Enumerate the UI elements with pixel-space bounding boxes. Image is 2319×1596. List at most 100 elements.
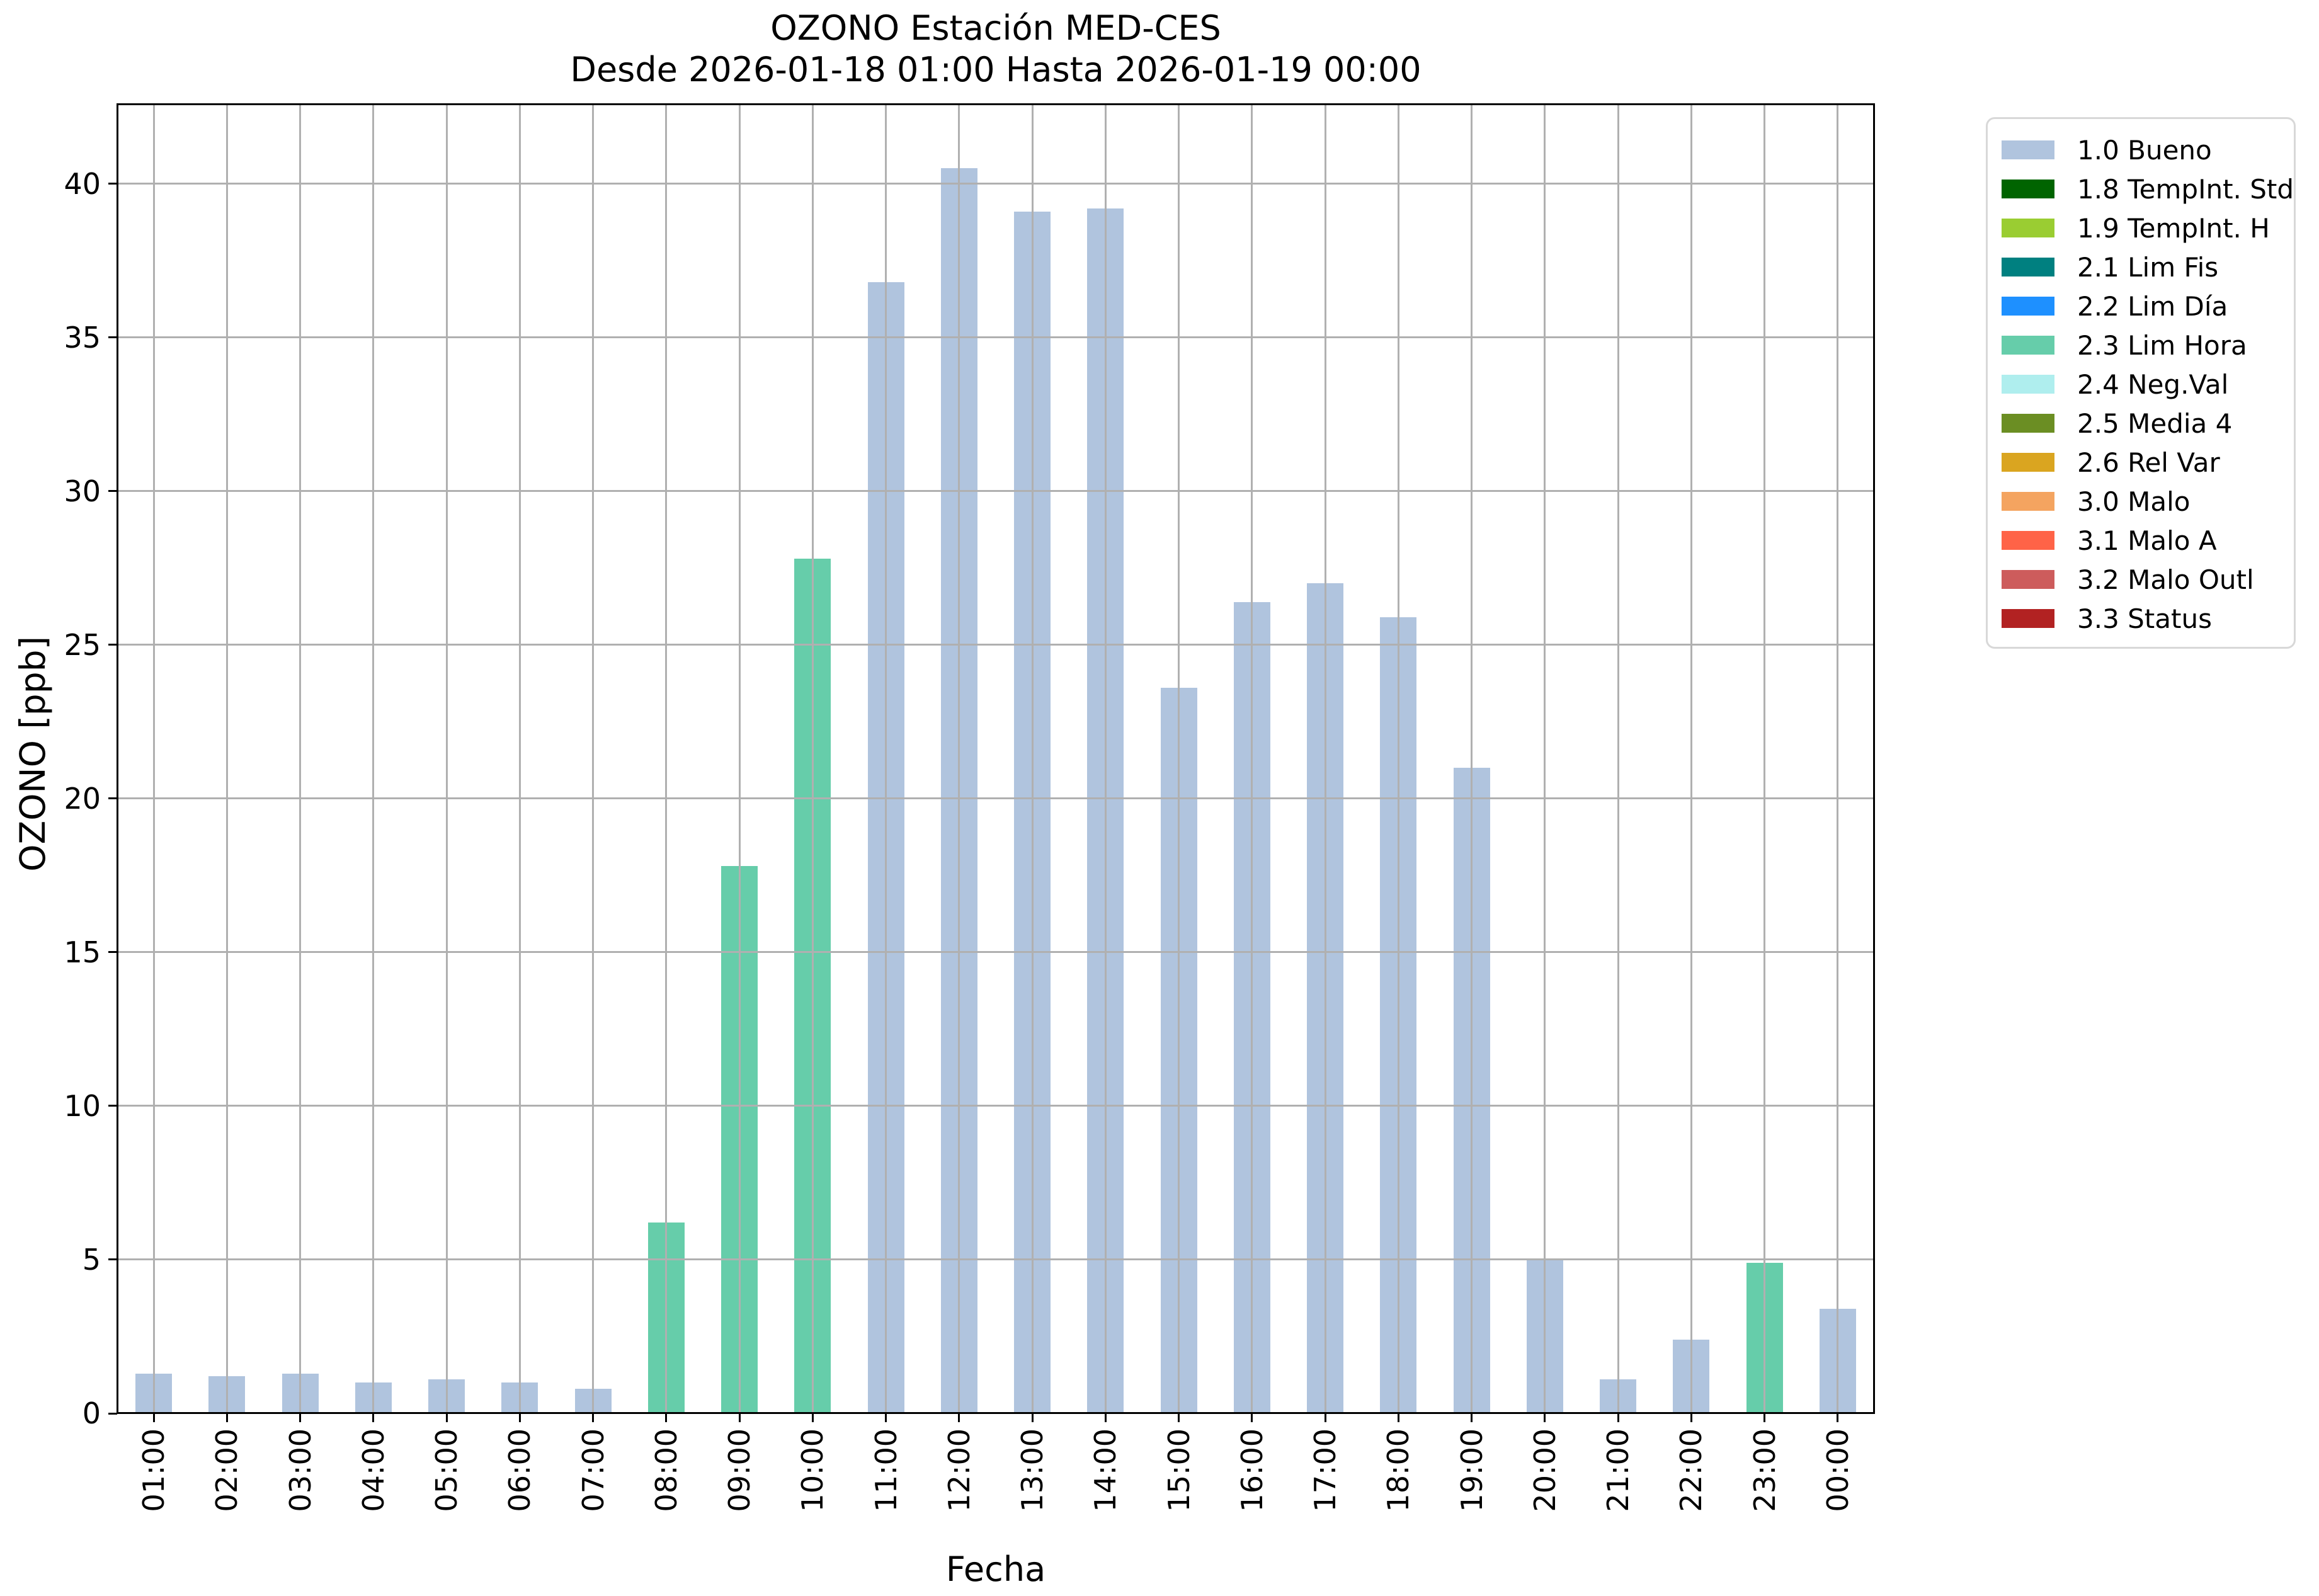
x-tick-label: 22:00 bbox=[1674, 1428, 1709, 1512]
x-tick bbox=[225, 1413, 228, 1422]
y-tick-label: 30 bbox=[64, 474, 101, 508]
y-tick-label: 0 bbox=[82, 1396, 101, 1430]
legend-item: 2.6 Rel Var bbox=[1988, 443, 2294, 482]
y-tick bbox=[108, 183, 117, 185]
x-tick bbox=[1837, 1413, 1839, 1422]
gridline-vertical bbox=[518, 104, 521, 1413]
x-tick bbox=[445, 1413, 448, 1422]
gridline-vertical bbox=[1178, 104, 1180, 1413]
legend-label: 2.1 Lim Fis bbox=[2077, 251, 2219, 283]
gridline-vertical bbox=[225, 104, 228, 1413]
x-tick-label: 02:00 bbox=[210, 1428, 244, 1512]
x-tick bbox=[1690, 1413, 1692, 1422]
gridline-vertical bbox=[1031, 104, 1034, 1413]
legend-item: 1.0 Bueno bbox=[1988, 130, 2294, 169]
chart-title-line1: OZONO Estación MED-CES bbox=[770, 8, 1221, 48]
legend-label: 3.3 Status bbox=[2077, 603, 2212, 634]
legend-item: 3.1 Malo A bbox=[1988, 521, 2294, 560]
legend-swatch-3-3-status bbox=[2002, 609, 2054, 628]
gridline-vertical bbox=[1471, 104, 1473, 1413]
x-tick-label: 21:00 bbox=[1601, 1428, 1636, 1512]
x-tick-label: 20:00 bbox=[1527, 1428, 1562, 1512]
x-tick-label: 00:00 bbox=[1820, 1428, 1855, 1512]
legend-item: 1.8 TempInt. Std bbox=[1988, 169, 2294, 208]
gridline-vertical bbox=[445, 104, 448, 1413]
legend-swatch-3-2-malo-outl bbox=[2002, 570, 2054, 589]
plot-frame bbox=[117, 103, 1875, 1414]
gridline-vertical bbox=[1397, 104, 1399, 1413]
legend-label: 3.0 Malo bbox=[2077, 486, 2191, 517]
legend-swatch-3-0-malo bbox=[2002, 492, 2054, 511]
legend-item: 2.2 Lim Día bbox=[1988, 287, 2294, 326]
y-tick bbox=[108, 951, 117, 954]
x-tick-label: 01:00 bbox=[137, 1428, 171, 1512]
legend-label: 2.4 Neg.Val bbox=[2077, 368, 2229, 400]
x-tick-label: 09:00 bbox=[722, 1428, 757, 1512]
x-tick bbox=[738, 1413, 741, 1422]
x-tick-label: 14:00 bbox=[1088, 1428, 1123, 1512]
legend-swatch-1-9-tempint-h bbox=[2002, 219, 2054, 237]
gridline-horizontal bbox=[117, 1258, 1874, 1261]
x-tick-label: 04:00 bbox=[356, 1428, 390, 1512]
gridline-vertical bbox=[1324, 104, 1326, 1413]
legend-swatch-3-1-malo-a bbox=[2002, 531, 2054, 550]
gridline-horizontal bbox=[117, 183, 1874, 185]
legend-label: 2.3 Lim Hora bbox=[2077, 329, 2247, 361]
gridline-horizontal bbox=[117, 1105, 1874, 1107]
y-tick-label: 10 bbox=[64, 1088, 101, 1123]
gridline-vertical bbox=[665, 104, 668, 1413]
x-tick bbox=[372, 1413, 375, 1422]
x-tick-label: 19:00 bbox=[1454, 1428, 1489, 1512]
legend-swatch-1-8-tempint-std bbox=[2002, 180, 2054, 198]
legend-swatch-2-2-lim-d-a bbox=[2002, 297, 2054, 316]
gridline-vertical bbox=[152, 104, 155, 1413]
legend-label: 2.6 Rel Var bbox=[2077, 447, 2220, 478]
legend-swatch-2-6-rel-var bbox=[2002, 453, 2054, 472]
x-tick bbox=[1544, 1413, 1546, 1422]
y-tick-label: 25 bbox=[64, 627, 101, 662]
x-tick bbox=[1471, 1413, 1473, 1422]
y-tick bbox=[108, 644, 117, 646]
gridline-vertical bbox=[1251, 104, 1253, 1413]
x-tick bbox=[1251, 1413, 1253, 1422]
legend-label: 1.0 Bueno bbox=[2077, 134, 2212, 166]
gridline-vertical bbox=[1104, 104, 1107, 1413]
gridline-vertical bbox=[885, 104, 887, 1413]
x-tick-label: 08:00 bbox=[649, 1428, 683, 1512]
legend-item: 3.3 Status bbox=[1988, 599, 2294, 638]
gridline-vertical bbox=[1544, 104, 1546, 1413]
x-tick bbox=[1104, 1413, 1107, 1422]
x-axis-label: Fecha bbox=[945, 1549, 1046, 1589]
x-tick bbox=[1397, 1413, 1399, 1422]
x-tick-label: 10:00 bbox=[795, 1428, 830, 1512]
x-tick-label: 03:00 bbox=[283, 1428, 317, 1512]
chart-title-line2: Desde 2026-01-18 01:00 Hasta 2026-01-19 … bbox=[570, 50, 1422, 89]
legend-item: 2.1 Lim Fis bbox=[1988, 248, 2294, 287]
x-tick bbox=[958, 1413, 960, 1422]
legend-item: 1.9 TempInt. H bbox=[1988, 208, 2294, 248]
y-tick bbox=[108, 490, 117, 493]
gridline-horizontal bbox=[117, 336, 1874, 339]
legend-swatch-2-1-lim-fis bbox=[2002, 258, 2054, 276]
legend-label: 2.2 Lim Día bbox=[2077, 290, 2228, 322]
gridline-horizontal bbox=[117, 644, 1874, 646]
x-tick-label: 05:00 bbox=[430, 1428, 464, 1512]
x-tick-label: 16:00 bbox=[1234, 1428, 1269, 1512]
y-tick-label: 15 bbox=[64, 935, 101, 969]
y-tick bbox=[108, 336, 117, 339]
x-tick bbox=[518, 1413, 521, 1422]
legend: 1.0 Bueno 1.8 TempInt. Std 1.9 TempInt. H 2… bbox=[1986, 117, 2296, 649]
gridline-vertical bbox=[811, 104, 814, 1413]
gridline-vertical bbox=[958, 104, 960, 1413]
legend-swatch-2-4-neg-val bbox=[2002, 375, 2054, 394]
y-tick-label: 20 bbox=[64, 781, 101, 816]
y-tick bbox=[108, 1412, 117, 1415]
x-tick bbox=[885, 1413, 887, 1422]
gridline-vertical bbox=[1617, 104, 1619, 1413]
gridline-horizontal bbox=[117, 490, 1874, 493]
legend-label: 2.5 Media 4 bbox=[2077, 408, 2233, 439]
x-tick-label: 18:00 bbox=[1381, 1428, 1416, 1512]
chart-title: OZONO Estación MED-CES Desde 2026-01-18 … bbox=[117, 8, 1874, 91]
